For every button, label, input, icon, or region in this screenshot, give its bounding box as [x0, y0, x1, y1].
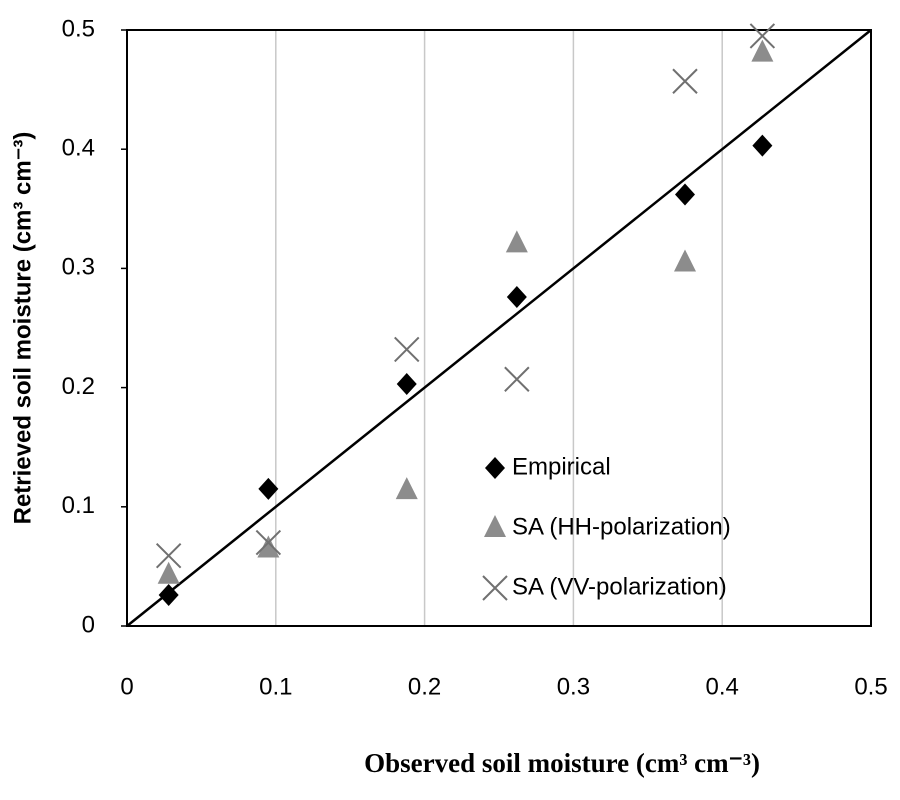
point — [751, 39, 774, 62]
x-tick-label: 0.4 — [706, 673, 739, 700]
point — [257, 535, 280, 558]
point — [396, 373, 417, 396]
y-tick-label: 0.1 — [62, 492, 95, 519]
x-tick-label: 0.3 — [557, 673, 590, 700]
legend-marker — [484, 515, 506, 537]
point — [155, 542, 182, 569]
point — [395, 477, 418, 500]
point — [749, 23, 776, 49]
plot-frame — [126, 29, 872, 627]
x-axis-title: Observed soil moisture (cm³ cm⁻³) — [364, 748, 760, 778]
point — [506, 286, 527, 309]
x-tick-label: 0.1 — [259, 673, 292, 700]
point — [157, 561, 180, 584]
point — [505, 230, 528, 253]
y-tick-label: 0.5 — [62, 15, 95, 42]
one-to-one-line — [126, 29, 872, 627]
point — [258, 477, 279, 500]
y-tick-label: 0.3 — [62, 254, 95, 281]
y-tick-label: 0.4 — [62, 135, 95, 162]
y-tick-label: 0 — [82, 611, 95, 638]
legend-label: Empirical — [512, 453, 611, 480]
point — [255, 529, 282, 556]
point — [675, 183, 695, 206]
legend-marker — [482, 575, 508, 601]
legend-label: SA (VV-polarization) — [512, 573, 727, 600]
point — [504, 366, 530, 392]
y-tick-label: 0.2 — [62, 373, 95, 400]
x-tick-label: 0 — [120, 673, 133, 700]
point — [158, 584, 179, 607]
point — [674, 249, 696, 272]
legend-marker — [485, 457, 505, 479]
point — [394, 336, 420, 363]
point — [672, 68, 698, 94]
x-tick-label: 0.2 — [408, 673, 441, 700]
point — [752, 134, 773, 157]
x-tick-label: 0.5 — [854, 673, 887, 700]
legend-label: SA (HH-polarization) — [512, 513, 731, 540]
y-axis-title: Retrieved soil moisture (cm³ cm⁻³) — [9, 132, 36, 525]
